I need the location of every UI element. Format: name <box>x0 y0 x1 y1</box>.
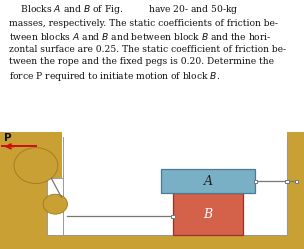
Bar <box>0 235 304 249</box>
Text: Blocks $A$ and $B$ of Fig.         have 20- and 50-kg
masses, respectively. The : Blocks $A$ and $B$ of Fig. have 20- and … <box>9 3 286 83</box>
Text: P: P <box>4 133 11 143</box>
Bar <box>171 215 175 218</box>
Bar <box>285 180 289 183</box>
Text: B: B <box>204 208 213 221</box>
Circle shape <box>43 194 67 214</box>
Text: A: A <box>204 175 213 188</box>
Circle shape <box>14 148 58 184</box>
Bar <box>287 131 304 235</box>
Bar <box>0 131 62 235</box>
Bar <box>47 178 63 235</box>
Bar <box>161 169 255 193</box>
Bar <box>295 180 298 183</box>
Bar <box>173 193 243 235</box>
Bar <box>254 180 257 183</box>
